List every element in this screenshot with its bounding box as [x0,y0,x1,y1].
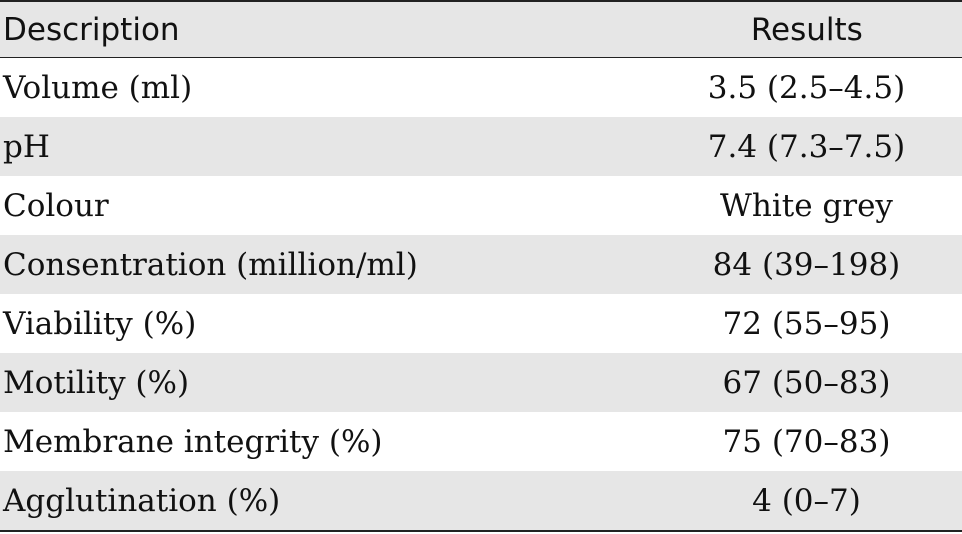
table-row: Membrane integrity (%) 75 (70–83) [0,412,962,471]
table-row: Motility (%) 67 (50–83) [0,353,962,412]
table-row: Agglutination (%) 4 (0–7) [0,471,962,530]
table-row: Volume (ml) 3.5 (2.5–4.5) [0,58,962,117]
row-result: 75 (70–83) [722,423,891,460]
table-row: Colour White grey [0,176,962,235]
row-result: 4 (0–7) [752,482,861,519]
table-top-rule [0,0,962,2]
row-result: 72 (55–95) [722,305,891,342]
header-description: Description [3,11,180,48]
row-description: pH [3,128,50,165]
row-result: 84 (39–198) [712,246,901,283]
table-row: pH 7.4 (7.3–7.5) [0,117,962,176]
header-results: Results [750,11,863,48]
table-header-row: Description Results [0,2,962,58]
row-result: 67 (50–83) [722,364,891,401]
table-row: Viability (%) 72 (55–95) [0,294,962,353]
row-result: 7.4 (7.3–7.5) [707,128,906,165]
row-description: Membrane integrity (%) [3,423,383,460]
row-description: Consentration (million/ml) [3,246,418,283]
row-description: Motility (%) [3,364,190,401]
row-result: 3.5 (2.5–4.5) [707,69,906,106]
row-result: White grey [720,187,893,224]
row-description: Viability (%) [3,305,197,342]
row-description: Agglutination (%) [3,482,281,519]
table-row: Consentration (million/ml) 84 (39–198) [0,235,962,294]
row-description: Colour [3,187,109,224]
table-bottom-rule [0,530,962,532]
row-description: Volume (ml) [3,69,193,106]
